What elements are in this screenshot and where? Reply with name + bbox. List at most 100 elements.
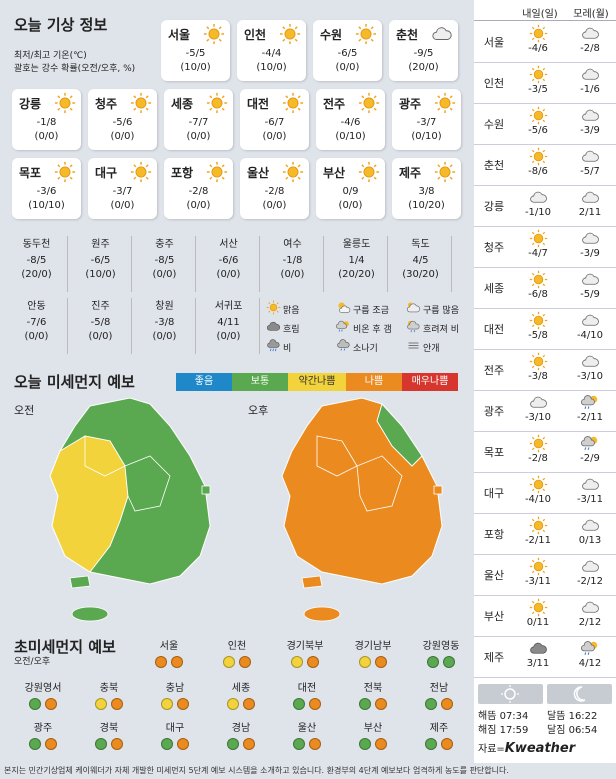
sun-icon — [358, 92, 380, 114]
cloud-icon — [564, 475, 616, 494]
ultrafine-dots — [272, 656, 338, 668]
city-card: 전주 -4/6 (0/10) — [316, 89, 385, 150]
sun-icon — [512, 434, 564, 453]
city-name: 수원 — [320, 28, 343, 42]
city-temp: -4/4 — [261, 48, 282, 59]
ultrafine-dots — [136, 656, 202, 668]
forecast-dayafter-temp: -2/11 — [576, 412, 604, 423]
ultrafine-region-name: 부산 — [363, 723, 383, 734]
ultrafine-dots — [204, 656, 270, 668]
forecast-city: 부산 — [483, 610, 505, 623]
sun-box — [478, 684, 543, 704]
ultrafine-region-name: 서울 — [159, 641, 179, 652]
moon-box — [547, 684, 612, 704]
ultrafine-pm-dot — [171, 656, 183, 668]
city-card: 목포 -3/6 (10/10) — [12, 158, 81, 219]
small-city-temp: 4/11 — [217, 317, 240, 328]
forecast-city: 청주 — [483, 241, 505, 254]
forecast-row: 대구 -4/10 -3/11 — [474, 473, 616, 514]
dust-scale-2: 약간나쁨 — [288, 373, 346, 391]
small-city-temp: -8/5 — [154, 255, 175, 266]
cloud-icon — [564, 311, 616, 330]
legend-item: 소나기 — [336, 338, 378, 356]
cloud-icon — [564, 188, 616, 207]
ultrafine-pm-dot — [111, 698, 123, 710]
cloud-icon — [512, 393, 564, 412]
city-precip: (0/0) — [34, 131, 59, 142]
city-card: 부산 0/9 (0/0) — [316, 158, 385, 219]
ultrafine-pm-dot — [45, 738, 57, 750]
legend-label: 소나기 — [353, 343, 378, 354]
forecast-dayafter: 2/11 — [564, 188, 616, 219]
city-name: 포항 — [171, 166, 194, 180]
cloudy-rain-icon — [406, 319, 421, 337]
small-city-precip: (0/0) — [280, 269, 305, 280]
sun-icon — [512, 311, 564, 330]
forecast-tomorrow: -3/8 — [512, 352, 564, 383]
city-temp: -6/7 — [264, 117, 285, 128]
small-city: 여수 -1/8 (0/0) — [262, 236, 324, 292]
subtitle-temperature: 최저/최고 기온(℃) — [14, 51, 87, 61]
city-temp: -3/6 — [36, 186, 57, 197]
cloud-icon — [564, 147, 616, 166]
legend-item: 구름 조금 — [336, 300, 389, 318]
city-card: 수원 -6/5 (0/0) — [313, 20, 382, 81]
city-name: 울산 — [247, 166, 270, 180]
sun-icon — [130, 161, 152, 183]
small-city-precip: (0/0) — [152, 331, 177, 342]
sun-icon — [512, 65, 564, 84]
forecast-tomorrow: -3/10 — [512, 393, 564, 424]
city-temp: -5/6 — [112, 117, 133, 128]
forecast-dayafter-temp: -5/9 — [580, 289, 600, 300]
city-precip: (0/0) — [110, 200, 135, 211]
forecast-dayafter-temp: -2/9 — [580, 453, 600, 464]
small-city-precip: (0/0) — [152, 269, 177, 280]
city-temp: -6/5 — [337, 48, 358, 59]
ultrafine-dots — [406, 738, 472, 750]
subtitle-precip: 괄호는 강수 확률(오전/오후, %) — [14, 64, 136, 74]
city-name: 대구 — [95, 166, 118, 180]
small-city-name: 동두천 — [22, 239, 51, 250]
forecast-tomorrow: -5/8 — [512, 311, 564, 342]
city-precip: (0/0) — [335, 62, 360, 73]
forecast-city: 제주 — [483, 651, 505, 664]
forecast-dayafter-temp: -2/12 — [576, 576, 604, 587]
legend-item: 비 — [266, 338, 291, 356]
forecast-dayafter: -3/9 — [564, 229, 616, 260]
small-city-name: 여수 — [283, 239, 302, 250]
ultrafine-am-dot — [359, 656, 371, 668]
forecast-row: 포항 -2/11 0/13 — [474, 514, 616, 555]
ultrafine-dots — [406, 698, 472, 710]
city-temp: -5/5 — [185, 48, 206, 59]
forecast-dayafter-temp: -4/10 — [576, 330, 604, 341]
ultrafine-am-dot — [293, 738, 305, 750]
forecast-tomorrow-temp: -5/8 — [528, 330, 548, 341]
city-name: 춘천 — [396, 28, 419, 42]
city-name: 광주 — [399, 97, 422, 111]
sun-icon — [279, 23, 301, 45]
ultrafine-region: 경남 — [208, 722, 274, 750]
footer-note: 본지는 민간기상업체 케이웨더가 자체 개발한 미세먼지 5단계 예보 시스템을… — [0, 763, 616, 779]
small-city-precip: (0/0) — [24, 331, 49, 342]
moonset-time: 달짐 06:54 — [547, 725, 598, 736]
dust-map-afternoon — [281, 397, 443, 622]
city-card: 포항 -2/8 (0/0) — [164, 158, 233, 219]
legend-label: 비 — [283, 343, 292, 354]
small-city-name: 진주 — [91, 301, 110, 312]
ultrafine-region-name: 경기북부 — [286, 641, 324, 652]
forecast-tomorrow: -2/8 — [512, 434, 564, 465]
forecast-dayafter-temp: -3/10 — [576, 371, 604, 382]
ultrafine-pm-dot — [375, 698, 387, 710]
city-card: 인천 -4/4 (10/0) — [237, 20, 306, 81]
ultrafine-dots — [76, 738, 142, 750]
ultrafine-pm-dot — [239, 656, 251, 668]
forecast-tomorrow-temp: -6/8 — [528, 289, 548, 300]
forecast-tomorrow: -1/10 — [512, 188, 564, 219]
afternoon-label: 오후 — [248, 404, 269, 417]
small-city-precip: (20/20) — [338, 269, 375, 280]
forecast-col-tomorrow: 내일(일) — [522, 9, 558, 20]
city-name: 목포 — [19, 166, 42, 180]
legend-item: 비온 후 갬 — [336, 319, 392, 337]
small-city-name: 울릉도 — [342, 239, 371, 250]
small-city: 원주 -6/5 (10/0) — [70, 236, 132, 292]
